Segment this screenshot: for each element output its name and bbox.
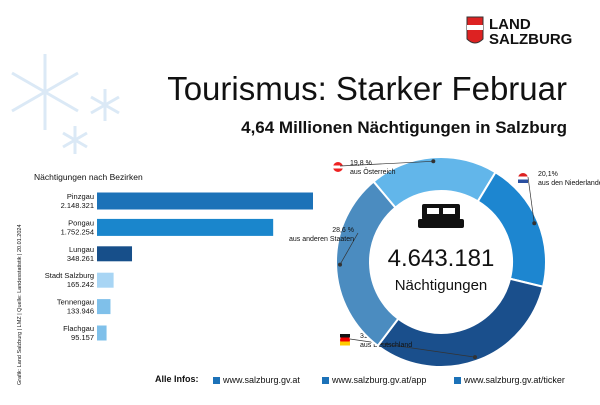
footer-label: Alle Infos: [155,374,199,384]
flags [333,162,528,346]
donut-segment [372,156,497,210]
logo-text: SALZBURG [489,31,572,48]
link-bullet [213,377,220,384]
footer-link: www.salzburg.gv.at/app [331,375,426,385]
donut-center-value: 4.643.181 [388,245,495,272]
bed-pillow [427,208,439,214]
footer-link: www.salzburg.gv.at/ticker [463,375,565,385]
donut-category: aus Österreich [350,168,396,176]
link-bullet [322,377,329,384]
bar-value-label: 95.157 [71,333,94,342]
donut-value-label: 28,6 % [332,227,354,234]
label-leader [349,338,476,358]
bar-category: Pinzgau [67,192,94,201]
bar [97,299,111,315]
donut-category: aus anderen Staaten [289,236,354,243]
donut-value-label: 20,1% [538,171,558,178]
bar-category: Flachgau [63,324,94,333]
bar-category: Stadt Salzburg [45,271,94,280]
logo: LAND SALZBURG [466,16,572,48]
bar-value-label: 348.261 [67,254,94,263]
label-leader [339,232,359,265]
label-leader [339,160,434,167]
bar-value-label: 165.242 [67,280,94,289]
label-leader [527,176,535,224]
footer-link: www.salzburg.gv.at [222,375,300,385]
snowflakes [11,54,120,154]
bar [97,272,114,288]
subtitle: 4,64 Millionen Nächtigungen in Salzburg [241,118,567,137]
bar [97,325,107,341]
title: Tourismus: Starker Februar [167,70,567,107]
source: Grafik: Land Salzburg | LMZ | Quelle: La… [17,224,23,385]
bed-pillow [443,208,455,214]
donut-value-label: 19,8 % [350,160,372,167]
bed-body [418,219,464,228]
donut-category: aus den Niederlanden [538,180,600,187]
bar-category: Lungau [69,245,94,254]
bar [97,246,133,262]
bar-value-label: 2.148.321 [61,201,94,210]
bar-value-label: 133.946 [67,307,94,316]
donut-category: aus Deutschland [360,342,412,349]
bed-icon [418,204,464,228]
bar [97,218,274,236]
bar [97,192,313,210]
bar-category: Pongau [68,218,94,227]
logo-text: LAND [489,16,531,33]
donut-segment [335,180,400,348]
bar-category: Tennengau [57,298,94,307]
bar-chart-title: Nächtigungen nach Bezirken [34,172,143,182]
bar-value-label: 1.752.254 [61,227,94,236]
link-bullet [454,377,461,384]
donut-center-caption: Nächtigungen [395,277,488,294]
